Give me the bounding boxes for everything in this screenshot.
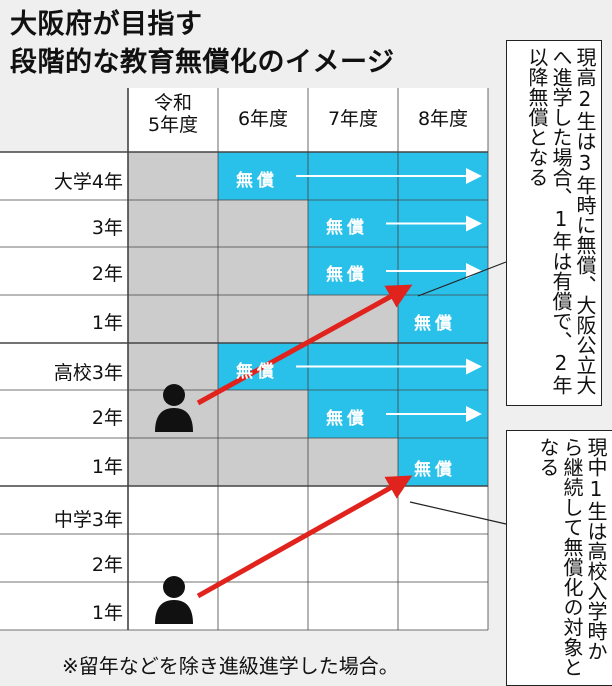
person-icon xyxy=(155,384,193,432)
grid-cell xyxy=(128,438,218,486)
free-label: 無償 xyxy=(326,218,368,238)
row-header-junior3: 中学3年 xyxy=(53,509,123,531)
free-label: 無償 xyxy=(414,460,456,480)
grid-cell xyxy=(128,295,218,343)
grid-cell xyxy=(128,152,218,200)
column-header-year8: 8年度 xyxy=(417,108,469,130)
grid-cell xyxy=(218,247,308,295)
free-label: 無償 xyxy=(236,171,278,191)
row-header-junior2: 2年 xyxy=(91,554,123,576)
callout-note-junior1: 現中1生は高校入学時から継続して無償化の対象となる xyxy=(506,430,612,686)
grid-cell xyxy=(218,390,308,438)
row-header-univ4: 大学4年 xyxy=(53,171,123,193)
grid-cell xyxy=(308,534,398,582)
grid-cell xyxy=(308,390,398,438)
row-header-high2: 2年 xyxy=(91,407,123,429)
grid-cell xyxy=(128,486,218,534)
grid-cell xyxy=(218,582,308,630)
column-header-year6: 6年度 xyxy=(237,108,289,130)
grid-cell xyxy=(398,534,488,582)
row-header-univ2: 2年 xyxy=(91,263,123,285)
free-label: 無償 xyxy=(236,362,278,382)
column-header-line: 5年度 xyxy=(147,114,199,136)
grid-cell xyxy=(218,152,308,200)
grid-cell xyxy=(218,200,308,247)
grid-cell xyxy=(398,582,488,630)
leader-line xyxy=(409,501,507,525)
callout-note-high2: 現高2生は3年時に無償、大阪公立大へ進学した場合、1年は有償で、2年以降無償とな… xyxy=(506,40,602,406)
person-icon xyxy=(155,576,193,624)
leader-line xyxy=(417,261,507,297)
grid-cell xyxy=(128,247,218,295)
row-label-band xyxy=(0,152,128,630)
grid-cell xyxy=(308,200,398,247)
column-header-line: 令和 xyxy=(153,92,192,114)
grid-cell xyxy=(398,438,488,486)
grid-cell xyxy=(218,295,308,343)
row-header-high3: 高校3年 xyxy=(53,362,123,384)
column-header-reiwa5: 令和 5年度 xyxy=(128,92,218,136)
footnote: ※留年などを除き進級進学した場合。 xyxy=(62,654,399,678)
title-line-2: 段階的な教育無償化のイメージ xyxy=(10,47,395,78)
grid-cell xyxy=(128,534,218,582)
grid-cell xyxy=(308,247,398,295)
free-label: 無償 xyxy=(326,409,368,429)
grid-cell xyxy=(398,295,488,343)
grid-cell xyxy=(218,486,308,534)
column-header-year7: 7年度 xyxy=(327,108,379,130)
row-header-junior1: 1年 xyxy=(91,602,123,624)
grid-cell xyxy=(128,343,218,390)
grid-cell xyxy=(128,200,218,247)
free-label: 無償 xyxy=(414,314,456,334)
grid-cell xyxy=(308,582,398,630)
title-line-1: 大阪府が目指す xyxy=(10,9,203,40)
progression-arrow-junior1 xyxy=(196,475,413,599)
row-header-univ3: 3年 xyxy=(91,217,123,239)
row-header-univ1: 1年 xyxy=(91,312,123,334)
grid-cell xyxy=(218,438,308,486)
grid-cell xyxy=(308,438,398,486)
row-header-high1: 1年 xyxy=(91,456,123,478)
free-label: 無償 xyxy=(326,265,368,285)
progression-arrow-high2 xyxy=(196,284,413,406)
